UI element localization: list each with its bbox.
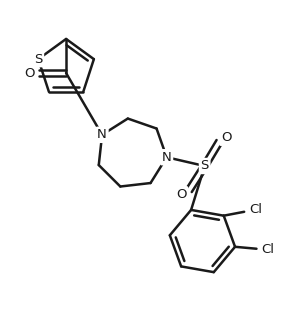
Text: Cl: Cl [249, 203, 262, 216]
Text: Cl: Cl [262, 243, 275, 256]
Text: N: N [162, 151, 172, 164]
Text: N: N [97, 128, 107, 141]
Text: S: S [200, 160, 209, 172]
Text: S: S [34, 53, 43, 66]
Text: O: O [221, 131, 231, 144]
Text: O: O [176, 188, 187, 201]
Text: O: O [24, 67, 35, 80]
